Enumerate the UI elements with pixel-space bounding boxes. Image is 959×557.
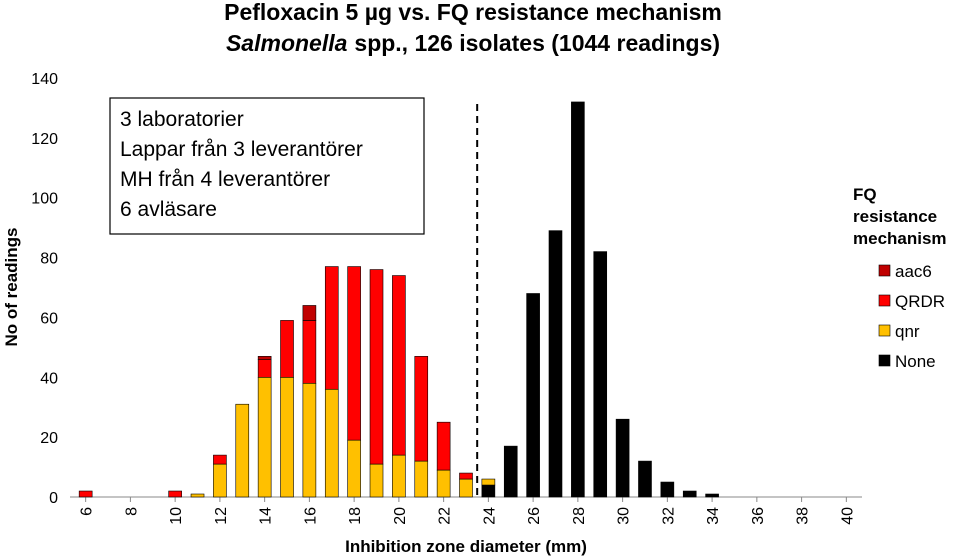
legend-title: FQ resistance mechanism <box>853 185 947 248</box>
legend-swatch <box>878 324 891 337</box>
bar-segment <box>503 445 518 498</box>
subtitle-rest: spp., 126 isolates (1044 readings) <box>354 30 720 56</box>
legend-swatch <box>878 264 891 277</box>
x-tick-label: 8 <box>123 507 140 516</box>
bar-segment <box>347 439 361 498</box>
bar-segment <box>459 472 473 480</box>
legend-label: qnr <box>895 322 920 341</box>
bar-segment <box>324 388 339 498</box>
bar-segment <box>168 490 182 498</box>
x-tick-label: 32 <box>660 507 677 525</box>
bar-segment <box>481 484 496 498</box>
x-tick-label: 22 <box>437 507 454 525</box>
bar-segment <box>280 376 294 498</box>
y-tick-label: 20 <box>40 430 58 447</box>
legend-label: None <box>895 352 936 371</box>
bar-segment <box>324 266 339 390</box>
x-tick-label: 12 <box>213 507 230 525</box>
legend-label: QRDR <box>895 292 945 311</box>
subtitle-italic: Salmonella <box>226 30 348 56</box>
bar-segment <box>213 463 227 498</box>
bar-segment <box>638 460 652 498</box>
x-tick-label: 30 <box>616 507 633 525</box>
y-tick-label: 40 <box>40 370 58 387</box>
bar-segment <box>705 493 719 498</box>
annotation-line: MH från 4 leverantörer <box>120 168 330 191</box>
bar-segment <box>257 356 272 360</box>
bar-segment <box>369 269 384 465</box>
bar-segment <box>414 356 429 462</box>
x-tick-label: 36 <box>750 507 767 525</box>
x-axis-label: Inhibition zone diameter (mm) <box>345 537 587 556</box>
bar-segment <box>459 478 473 498</box>
y-tick-label: 100 <box>31 191 58 208</box>
annotation-line: 3 laboratorier <box>120 108 244 131</box>
bar-segment <box>280 320 294 378</box>
bar-segment <box>660 481 675 498</box>
bar-segment <box>190 493 205 498</box>
bar-segment <box>347 266 361 441</box>
x-tick-label: 26 <box>526 507 543 525</box>
bar-segment <box>302 320 317 384</box>
x-tick-label: 18 <box>347 507 364 525</box>
x-tick-label: 38 <box>795 507 812 525</box>
chart-title: Pefloxacin 5 µg vs. FQ resistance mechan… <box>224 0 722 25</box>
legend-swatch <box>878 354 891 367</box>
bar-segment <box>257 376 272 498</box>
bar-segment <box>548 230 563 498</box>
bar-segment <box>302 382 317 498</box>
bar-segment <box>436 421 451 471</box>
legend-swatch <box>878 294 891 307</box>
y-tick-label: 80 <box>40 251 58 268</box>
bar-segment <box>369 463 384 498</box>
bar-segment <box>682 490 697 498</box>
bar-segment <box>593 251 608 498</box>
y-tick-label: 140 <box>31 71 58 88</box>
bar-segment <box>571 101 585 498</box>
bar-segment <box>78 490 93 498</box>
annotation-line: 6 avläsare <box>120 198 217 221</box>
bar-segment <box>481 478 496 486</box>
x-tick-label: 16 <box>302 507 319 525</box>
bar-segment <box>526 293 540 498</box>
bar-segment <box>414 460 429 498</box>
x-tick-label: 24 <box>481 507 498 525</box>
bar-segment <box>392 454 406 498</box>
bar-segment <box>213 454 227 465</box>
x-tick-label: 40 <box>839 507 856 525</box>
y-axis-label: No of readings <box>2 227 21 346</box>
chart-subtitle: Salmonella spp., 126 isolates (1044 readi… <box>226 30 720 56</box>
x-tick-label: 34 <box>705 507 722 525</box>
legend-label: aac6 <box>895 262 932 281</box>
x-tick-label: 10 <box>168 507 185 525</box>
y-tick-label: 0 <box>49 490 58 507</box>
annotation-line: Lappar från 3 leverantörer <box>120 138 363 161</box>
y-tick-label: 120 <box>31 131 58 148</box>
bar-segment <box>615 418 630 498</box>
bar-segment <box>235 403 250 498</box>
y-tick-label: 60 <box>40 310 58 327</box>
bar-segment <box>257 359 272 378</box>
x-tick-label: 20 <box>392 507 409 525</box>
bar-segment <box>302 305 317 321</box>
x-tick-label: 6 <box>79 507 96 516</box>
x-tick-label: 28 <box>571 507 588 525</box>
bar-segment <box>392 275 406 456</box>
bar-segment <box>436 469 451 498</box>
annotation-box <box>109 97 425 235</box>
x-tick-label: 14 <box>258 507 275 525</box>
